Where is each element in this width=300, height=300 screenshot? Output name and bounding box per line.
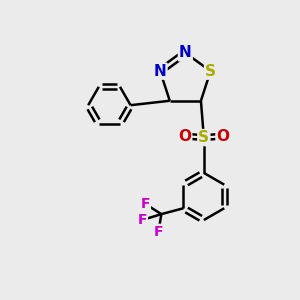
Text: N: N [154, 64, 167, 79]
Text: O: O [178, 129, 191, 144]
Text: F: F [137, 213, 147, 227]
Text: F: F [140, 197, 150, 211]
Text: F: F [154, 225, 163, 239]
Text: N: N [179, 45, 192, 60]
Text: O: O [217, 129, 230, 144]
Text: S: S [198, 130, 209, 145]
Text: S: S [205, 64, 216, 79]
